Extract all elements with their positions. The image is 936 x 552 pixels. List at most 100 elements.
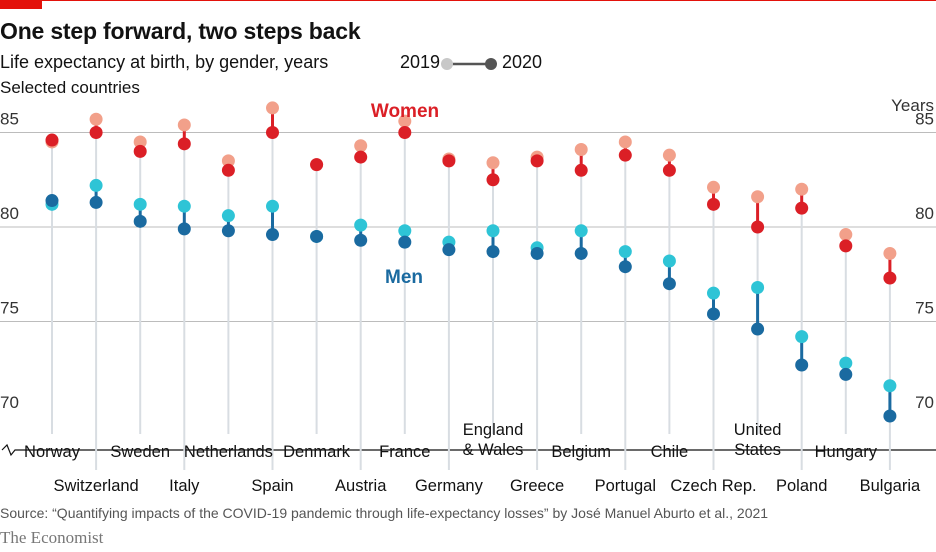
- men-2020-dot: [45, 194, 59, 208]
- men-2020-dot: [310, 229, 324, 243]
- women-2019-dot: [707, 180, 720, 194]
- men-2019-dot: [221, 209, 235, 223]
- men-2019-dot: [133, 197, 147, 211]
- men-2019-dot: [618, 245, 632, 259]
- women-2019-dot: [795, 182, 809, 196]
- men-2020-dot: [662, 277, 676, 291]
- men-2020-dot: [574, 246, 588, 260]
- legend-2019-dot: [441, 58, 453, 70]
- men-2020-dot: [354, 233, 368, 247]
- men-2020-dot: [707, 307, 720, 321]
- men-2020-dot: [221, 224, 235, 238]
- y-tick-right-75: 75: [915, 299, 934, 318]
- men-2020-dot: [530, 246, 544, 260]
- women-2020-dot: [266, 126, 279, 139]
- women-2020-dot: [310, 158, 324, 172]
- brand-red-tab: [0, 0, 42, 9]
- top-rule: [0, 0, 936, 1]
- chart-title: One step forward, two steps back: [0, 18, 361, 44]
- category-label: Italy: [169, 477, 200, 495]
- men-2020-dot: [618, 260, 632, 274]
- women-2019-dot: [839, 228, 853, 242]
- women-2020-dot: [89, 126, 103, 139]
- women-2020-dot: [662, 163, 676, 177]
- category-label: Spain: [251, 477, 293, 495]
- women-2019-dot: [398, 114, 412, 128]
- category-label: Sweden: [110, 443, 170, 461]
- legend-2019-label: 2019: [400, 52, 441, 72]
- men-2019-dot: [354, 218, 368, 232]
- men-2020-dot: [486, 245, 500, 259]
- women-2020-dot: [618, 148, 632, 162]
- legend-2020-dot: [485, 58, 497, 70]
- men-2019-dot: [839, 356, 853, 370]
- women-2020-dot: [177, 137, 191, 151]
- men-2019-dot: [398, 224, 412, 238]
- category-label: Poland: [776, 477, 827, 495]
- legend-2020-label: 2020: [502, 52, 543, 72]
- women-2020-dot: [795, 201, 809, 215]
- y-tick-left-75: 75: [0, 299, 19, 318]
- women-2019-dot: [221, 154, 235, 168]
- women-2019-dot: [883, 246, 897, 260]
- women-annotation: Women: [371, 101, 439, 122]
- women-2020-dot: [354, 150, 368, 164]
- women-2020-dot: [883, 271, 897, 285]
- category-label: Portugal: [595, 477, 656, 495]
- men-2020-dot: [883, 409, 897, 423]
- brand-logo: The Economist: [0, 528, 104, 547]
- category-label: Netherlands: [184, 443, 273, 461]
- men-2020-dot: [839, 367, 853, 381]
- men-2020-dot: [398, 235, 412, 249]
- men-2019-dot: [177, 199, 191, 213]
- men-2020-dot: [442, 243, 456, 257]
- men-2020-dot: [89, 195, 103, 209]
- category-label: Belgium: [551, 443, 611, 461]
- men-2019-dot: [574, 224, 588, 238]
- category-label: Chile: [651, 443, 689, 461]
- men-2019-dot: [707, 286, 720, 300]
- women-2019-dot: [618, 135, 632, 149]
- women-2020-dot: [486, 173, 500, 187]
- category-label: Denmark: [283, 443, 351, 461]
- women-2020-dot: [707, 197, 720, 211]
- men-2020-dot: [133, 214, 147, 228]
- legend-dumbbell: [441, 58, 497, 70]
- women-2019-dot: [574, 143, 588, 157]
- men-2019-dot: [486, 224, 500, 238]
- women-2019-dot: [486, 156, 500, 170]
- men-2020-dot: [795, 358, 809, 372]
- women-2019-dot: [177, 118, 191, 132]
- women-2019-dot: [89, 112, 103, 126]
- category-label: Switzerland: [53, 477, 138, 495]
- women-2020-dot: [530, 154, 544, 168]
- y-tick-right-80: 80: [915, 204, 934, 223]
- men-2020-dot: [266, 228, 279, 242]
- men-annotation: Men: [385, 267, 423, 288]
- y-tick-left-70: 70: [0, 393, 19, 412]
- axis-break-baseline: [1, 443, 936, 457]
- men-2020-dot: [751, 322, 765, 336]
- women-2020-dot: [221, 163, 235, 177]
- women-2020-dot: [574, 163, 588, 177]
- women-2019-dot: [354, 139, 368, 153]
- women-2020-dot: [45, 133, 59, 147]
- women-2020-dot: [398, 126, 412, 139]
- women-2019-dot: [751, 190, 765, 204]
- y-axis-label: Years: [891, 96, 934, 115]
- men-2019-dot: [662, 254, 676, 268]
- y-tick-left-85: 85: [0, 110, 19, 129]
- women-2019-dot: [133, 135, 147, 149]
- chart-subsubtitle: Selected countries: [0, 78, 140, 97]
- category-label: France: [379, 443, 430, 461]
- women-2020-dot: [751, 220, 765, 234]
- category-label: Bulgaria: [860, 477, 921, 495]
- men-2019-dot: [883, 379, 897, 393]
- men-2020-dot: [177, 222, 191, 236]
- legend: 2019 2020: [400, 52, 570, 76]
- men-2019-dot: [266, 199, 279, 213]
- category-label: Hungary: [815, 443, 878, 461]
- category-label: Germany: [415, 477, 484, 495]
- y-tick-left-80: 80: [0, 204, 19, 223]
